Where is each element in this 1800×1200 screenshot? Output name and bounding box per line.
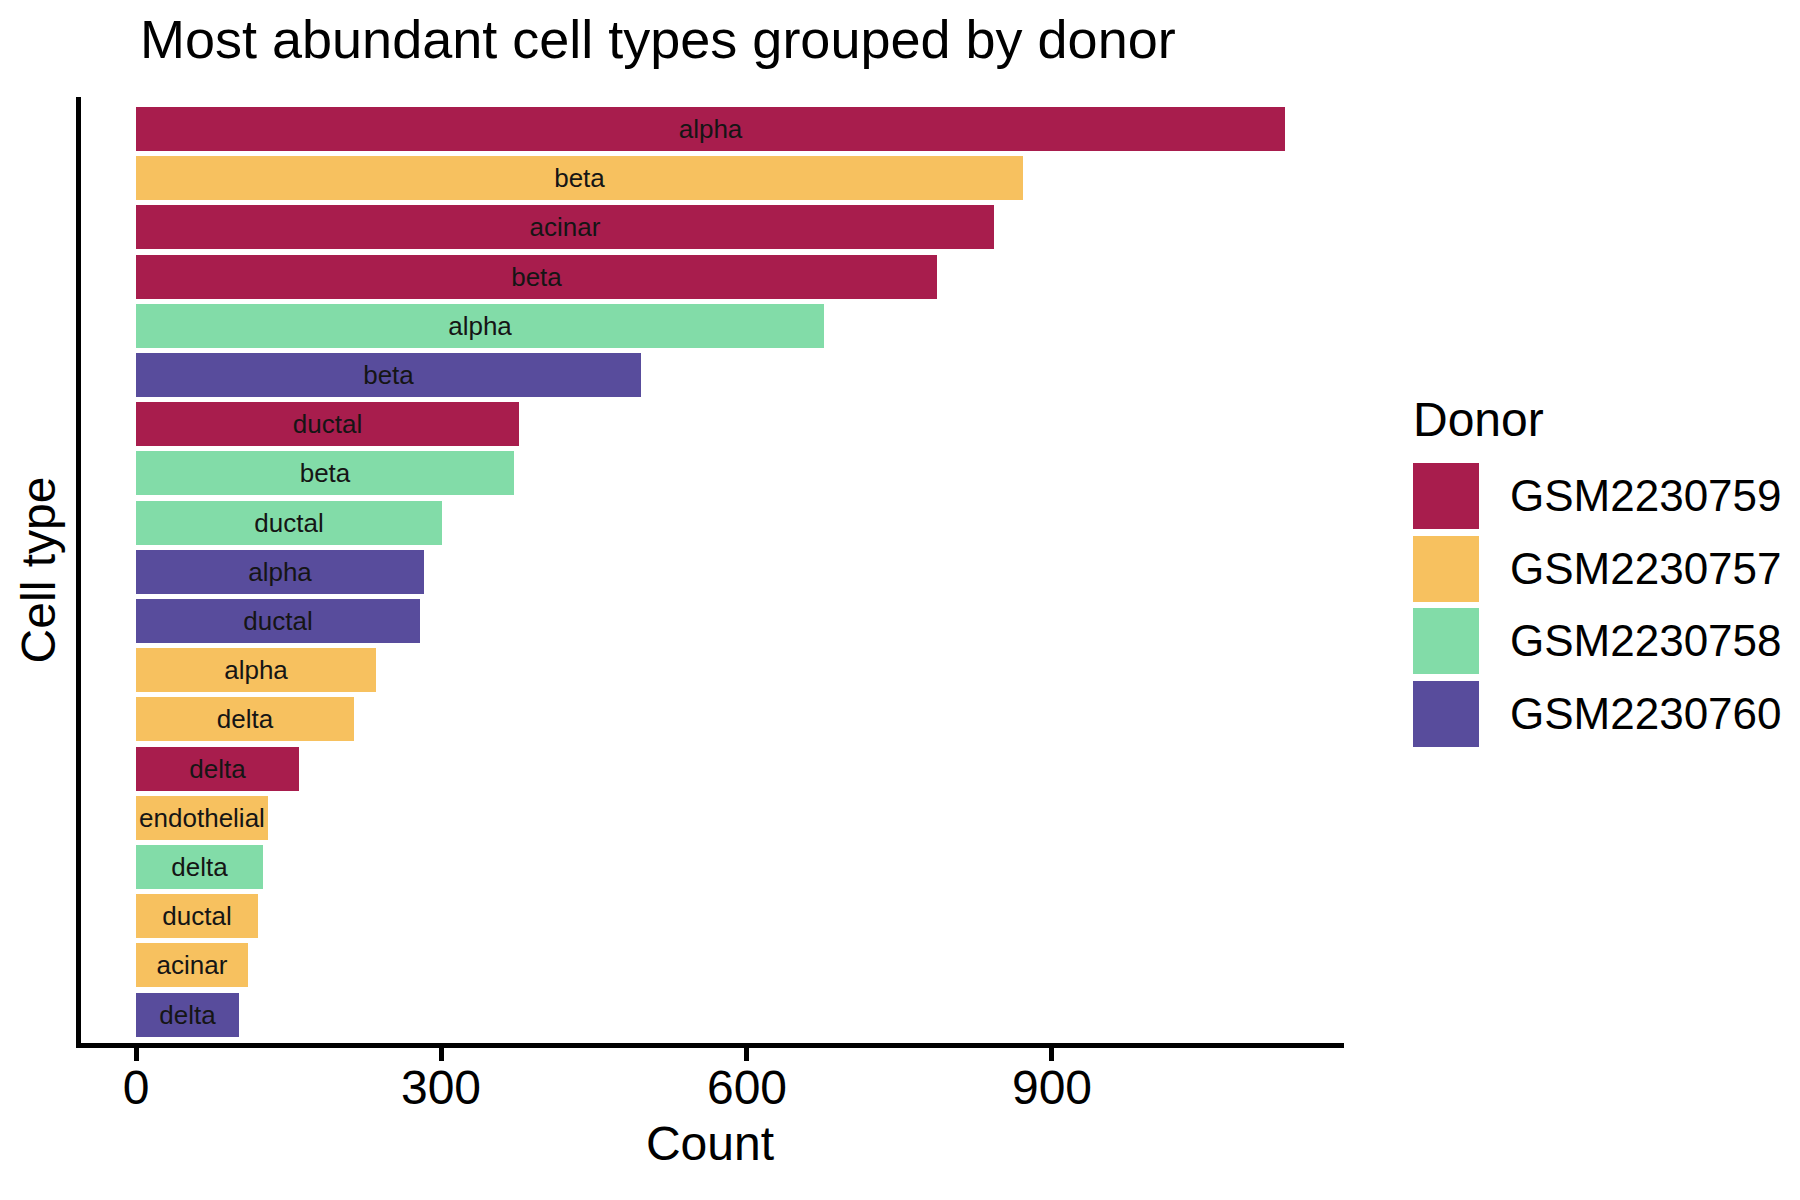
bar-label: alpha xyxy=(136,550,424,594)
y-axis-label: Cell type xyxy=(11,477,66,664)
bar-label: beta xyxy=(136,156,1023,200)
x-tick-label: 900 xyxy=(1012,1060,1092,1115)
bar-chart-figure: Most abundant cell types grouped by dono… xyxy=(0,0,1800,1200)
bar-label: ductal xyxy=(136,599,420,643)
legend-label-GSM2230760: GSM2230760 xyxy=(1510,681,1782,747)
bar-label: delta xyxy=(136,845,263,889)
legend-swatch-GSM2230757 xyxy=(1413,536,1479,602)
bar-label: delta xyxy=(136,747,299,791)
bar-label: beta xyxy=(136,353,641,397)
bar-label: beta xyxy=(136,451,514,495)
legend-label-GSM2230759: GSM2230759 xyxy=(1510,463,1782,529)
bar-label: alpha xyxy=(136,648,376,692)
bar-label: alpha xyxy=(136,304,824,348)
bar-label: endothelial xyxy=(136,796,268,840)
bar-label: delta xyxy=(136,697,354,741)
x-axis-label: Count xyxy=(646,1116,774,1171)
legend-swatch-GSM2230760 xyxy=(1413,681,1479,747)
bar-label: acinar xyxy=(136,205,994,249)
bar-label: acinar xyxy=(136,943,248,987)
x-tick-label: 300 xyxy=(401,1060,481,1115)
chart-title: Most abundant cell types grouped by dono… xyxy=(140,8,1176,70)
bar-label: ductal xyxy=(136,894,258,938)
bar-label: alpha xyxy=(136,107,1285,151)
legend-label-GSM2230757: GSM2230757 xyxy=(1510,536,1782,602)
legend-label-GSM2230758: GSM2230758 xyxy=(1510,608,1782,674)
bar-label: beta xyxy=(136,255,937,299)
y-axis-line xyxy=(76,97,81,1048)
x-tick-label: 600 xyxy=(707,1060,787,1115)
legend-title: Donor xyxy=(1413,392,1544,447)
x-axis-line xyxy=(76,1043,1344,1048)
bar-label: delta xyxy=(136,993,239,1037)
legend-swatch-GSM2230759 xyxy=(1413,463,1479,529)
legend-swatch-GSM2230758 xyxy=(1413,608,1479,674)
x-tick-label: 0 xyxy=(123,1060,150,1115)
bar-label: ductal xyxy=(136,402,519,446)
bar-label: ductal xyxy=(136,501,442,545)
